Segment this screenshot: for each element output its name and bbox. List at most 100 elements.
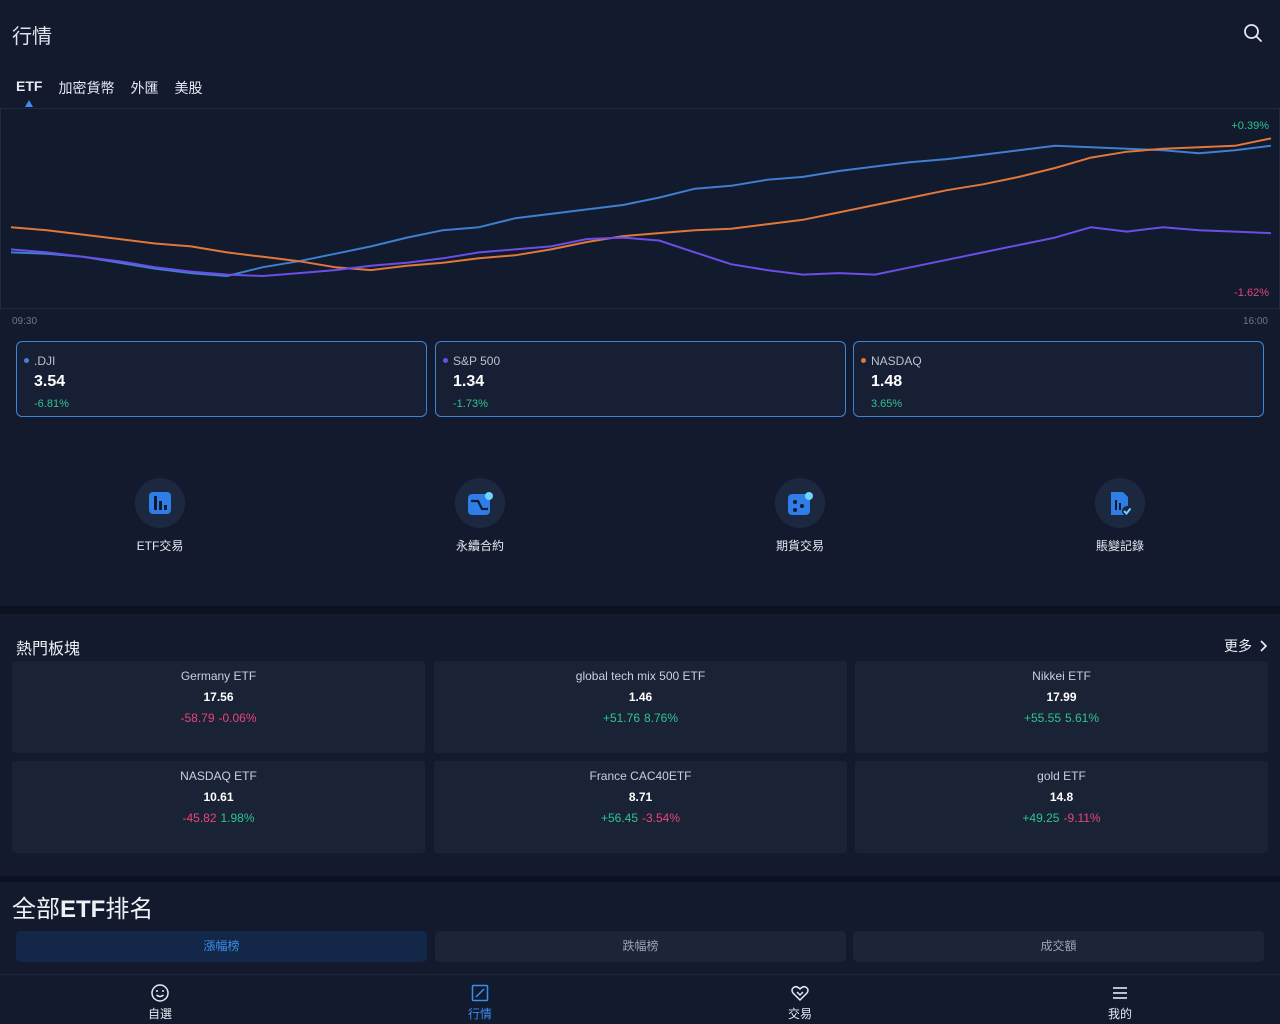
index-card-nasdaq[interactable]: NASDAQ 1.48 3.65% xyxy=(853,341,1264,417)
sector-change: +49.25 -9.11% xyxy=(855,811,1268,825)
sector-card[interactable]: Germany ETF 17.56 -58.79 -0.06% xyxy=(12,661,425,753)
account-record-button[interactable]: 賬變記錄 xyxy=(1060,478,1180,558)
menu-icon xyxy=(1113,987,1127,999)
header: 行情 xyxy=(0,0,1280,64)
sector-change-value: -58.79 xyxy=(180,711,215,725)
tab-us-stocks[interactable]: 美股 xyxy=(174,80,203,96)
index-change: 3.65% xyxy=(871,398,903,410)
index-change: -6.81% xyxy=(34,398,69,410)
chart-time-end: 16:00 xyxy=(1242,316,1268,327)
perpetual-contract-label: 永續合約 xyxy=(455,539,504,553)
chevron-right-icon xyxy=(1260,640,1268,652)
hot-sectors-title: 熱門板塊 xyxy=(16,641,81,658)
account-record-label: 賬變記錄 xyxy=(1095,539,1144,553)
nav-watchlist[interactable]: 自選 xyxy=(110,975,210,1024)
sector-name: global tech mix 500 ETF xyxy=(575,669,706,683)
tab-turnover[interactable]: 成交額 xyxy=(853,931,1264,962)
more-link[interactable]: 更多 xyxy=(1224,636,1268,656)
sector-change: +51.76 8.76% xyxy=(434,711,847,725)
sector-change-pct: -3.54% xyxy=(642,811,681,825)
bottom-nav: 自選 行情 交易 我的 xyxy=(0,974,1280,1024)
nav-market[interactable]: 行情 xyxy=(430,975,530,1024)
search-button[interactable] xyxy=(1242,22,1264,44)
perpetual-contract-button[interactable]: 永續合約 xyxy=(420,478,540,558)
tab-gainers[interactable]: 漲幅榜 xyxy=(16,931,427,962)
index-card-dji[interactable]: .DJI 3.54 -6.81% xyxy=(16,341,427,417)
sector-change-pct: -9.11% xyxy=(1063,811,1101,825)
sector-card[interactable]: NASDAQ ETF 10.61 -45.82 1.98% xyxy=(12,761,425,853)
sector-card[interactable]: Nikkei ETF 17.99 +55.55 5.61% xyxy=(855,661,1268,753)
ranking-title: 全部ETF排名 xyxy=(12,889,153,924)
chart-change-bottom: -1.62% xyxy=(1234,287,1269,299)
sector-change-value: +56.45 xyxy=(600,811,638,825)
futures-trade-label: 期貨交易 xyxy=(775,539,824,553)
sector-name: gold ETF xyxy=(1037,769,1086,783)
index-price: 1.34 xyxy=(453,373,485,390)
tab-losers[interactable]: 跌幅榜 xyxy=(435,931,846,962)
index-change: -1.73% xyxy=(453,398,488,410)
chart-change-top: +0.39% xyxy=(1231,120,1269,132)
etf-trade-label: ETF交易 xyxy=(136,539,184,553)
sector-price: 1.46 xyxy=(628,690,653,704)
series-dot xyxy=(24,358,29,363)
trade-icon xyxy=(791,985,809,1002)
tab-etf[interactable]: ETF xyxy=(16,78,43,94)
series-line-purple xyxy=(10,226,1272,277)
sector-change: +55.55 5.61% xyxy=(855,711,1268,725)
sector-change-value: +49.25 xyxy=(1022,811,1060,825)
section-divider xyxy=(0,876,1280,882)
index-name: .DJI xyxy=(34,354,56,368)
sector-card[interactable]: France CAC40ETF 8.71 +56.45 -3.54% xyxy=(434,761,847,853)
sector-change-value: +51.76 xyxy=(602,711,640,725)
sector-change: +56.45 -3.54% xyxy=(434,811,847,825)
index-chart: +0.39% -1.62% xyxy=(0,108,1280,309)
tab-crypto[interactable]: 加密貨幣 xyxy=(58,80,115,96)
active-tab-indicator xyxy=(25,100,33,107)
market-tabs: ETF 加密貨幣 外匯 美股 xyxy=(16,78,202,98)
index-name: S&P 500 xyxy=(453,354,501,368)
ranking-title-prefix: 全部 xyxy=(12,896,60,923)
sector-change-pct: 1.98% xyxy=(220,811,255,825)
futures-trade-button[interactable]: 期貨交易 xyxy=(740,478,860,558)
smile-icon xyxy=(151,984,169,1002)
nav-profile-label: 我的 xyxy=(1107,1007,1132,1021)
nav-watchlist-label: 自選 xyxy=(147,1007,172,1021)
sector-change: -58.79 -0.06% xyxy=(12,711,425,725)
index-chart-svg xyxy=(10,137,1272,277)
sector-card[interactable]: global tech mix 500 ETF 1.46 +51.76 8.76% xyxy=(434,661,847,753)
sector-price: 8.71 xyxy=(628,790,653,804)
record-icon xyxy=(1095,478,1145,528)
series-line-orange xyxy=(10,137,1272,272)
nav-profile[interactable]: 我的 xyxy=(1070,975,1170,1024)
sector-name: Germany ETF xyxy=(180,669,257,683)
index-price: 1.48 xyxy=(871,373,903,390)
sector-price: 17.56 xyxy=(203,690,234,704)
page-title: 行情 xyxy=(12,26,52,48)
sector-card[interactable]: gold ETF 14.8 +49.25 -9.11% xyxy=(855,761,1268,853)
etf-trade-button[interactable]: ETF交易 xyxy=(100,478,220,558)
series-line-blue xyxy=(10,144,1272,277)
chart-bar-icon xyxy=(135,478,185,528)
sector-name: Nikkei ETF xyxy=(1032,669,1091,683)
sector-change-value: +55.55 xyxy=(1023,711,1061,725)
section-divider xyxy=(0,606,1280,614)
sector-name: France CAC40ETF xyxy=(589,769,692,783)
sector-change-pct: 5.61% xyxy=(1065,711,1100,725)
market-icon xyxy=(471,984,489,1002)
series-dot xyxy=(443,358,448,363)
contract-icon xyxy=(455,478,505,528)
futures-icon xyxy=(775,478,825,528)
chart-time-start: 09:30 xyxy=(12,316,38,327)
sector-price: 14.8 xyxy=(1049,790,1074,804)
sector-change: -45.82 1.98% xyxy=(12,811,425,825)
nav-trade-label: 交易 xyxy=(787,1007,812,1021)
nav-trade[interactable]: 交易 xyxy=(750,975,850,1024)
sector-change-value: -45.82 xyxy=(182,811,217,825)
index-card-sp500[interactable]: S&P 500 1.34 -1.73% xyxy=(435,341,846,417)
series-dot xyxy=(861,358,866,363)
index-price: 3.54 xyxy=(34,373,66,390)
tab-forex[interactable]: 外匯 xyxy=(130,80,159,96)
sector-price: 10.61 xyxy=(203,790,234,804)
ranking-title-suffix: 排名 xyxy=(105,896,154,923)
sector-change-pct: 8.76% xyxy=(644,711,679,725)
